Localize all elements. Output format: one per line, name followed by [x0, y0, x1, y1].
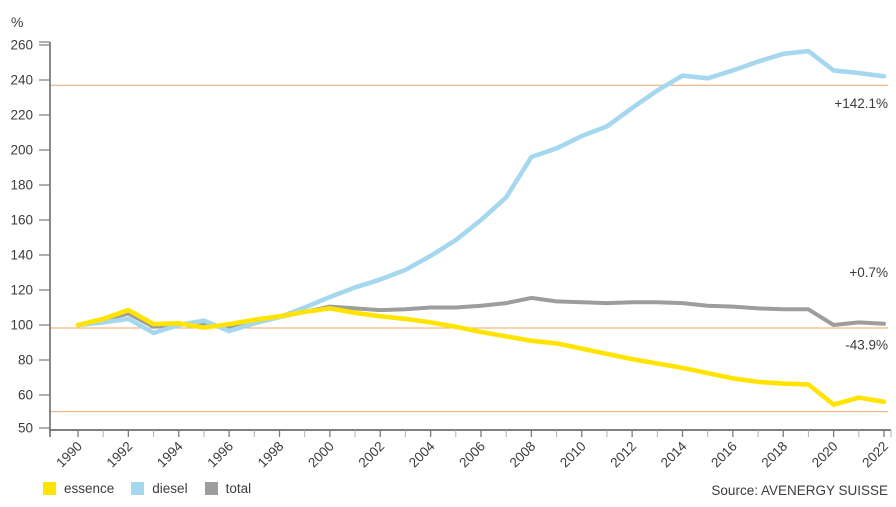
y-tick-label-80: 80: [18, 353, 33, 368]
x-tick-label-2020: 2020: [809, 439, 841, 471]
y-tick-label-140: 140: [10, 248, 33, 263]
y-tick-label-100: 100: [10, 318, 33, 333]
x-tick-label-2002: 2002: [356, 439, 388, 471]
legend-item-essence: essence: [43, 481, 114, 496]
x-tick-label-1996: 1996: [204, 439, 236, 471]
y-tick-label-180: 180: [10, 178, 33, 193]
legend-label-total: total: [225, 481, 252, 496]
annotation-diesel: +142.1%: [834, 96, 888, 111]
x-tick-label-2004: 2004: [406, 438, 438, 470]
fuel-index-line-chart: 260 240 220 200 180 160 140 120 100 80 60 50 1990 199…: [10, 38, 892, 471]
y-tick-label-220: 220: [10, 108, 33, 123]
source-attribution: Source: AVENERGY SUISSE: [711, 483, 888, 498]
x-tick-label-1990: 1990: [53, 439, 85, 471]
x-tick-label-2022: 2022: [859, 439, 891, 471]
x-tick-label-2016: 2016: [708, 439, 740, 471]
y-tick-label-240: 240: [10, 73, 33, 88]
essence-swatch-icon: [43, 482, 56, 495]
y-tick-label-260: 260: [10, 38, 33, 53]
y-tick-label-120: 120: [10, 283, 33, 298]
diesel-swatch-icon: [131, 482, 145, 495]
annotation-essence: -43.9%: [845, 338, 888, 353]
x-tick-label-2008: 2008: [507, 439, 539, 471]
x-tick-label-2000: 2000: [305, 439, 337, 471]
legend-item-diesel: diesel: [131, 481, 188, 496]
y-axis-unit-label: %: [11, 14, 24, 30]
chart-legend: essence diesel total: [43, 481, 251, 496]
y-tick-label-160: 160: [10, 213, 33, 228]
x-tick-label-1998: 1998: [255, 439, 287, 471]
series-line-essence: [75, 306, 887, 407]
total-swatch-icon: [204, 482, 218, 495]
series-line-diesel: [75, 48, 887, 336]
x-tick-label-1994: 1994: [154, 438, 186, 470]
legend-label-essence: essence: [64, 481, 115, 496]
x-tick-label-1992: 1992: [104, 439, 136, 471]
y-tick-label-50: 50: [18, 421, 33, 436]
y-tick-label-60: 60: [18, 388, 33, 403]
x-tick-label-2010: 2010: [557, 439, 589, 471]
y-tick-label-200: 200: [10, 143, 33, 158]
x-tick-label-2018: 2018: [759, 439, 791, 471]
x-tick-label-2012: 2012: [607, 439, 639, 471]
annotation-total: +0.7%: [849, 265, 888, 280]
x-tick-label-2014: 2014: [658, 438, 690, 470]
legend-label-diesel: diesel: [152, 481, 188, 496]
legend-item-total: total: [204, 481, 252, 496]
x-tick-label-2006: 2006: [456, 439, 488, 471]
